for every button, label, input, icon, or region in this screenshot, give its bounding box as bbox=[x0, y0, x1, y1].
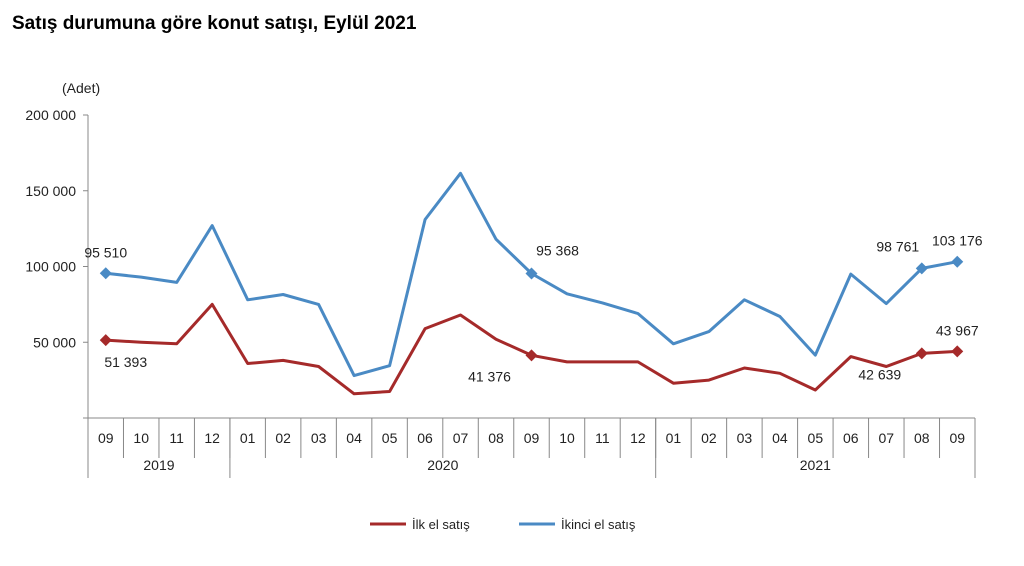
x-tick-label: 10 bbox=[133, 430, 149, 446]
data-marker bbox=[915, 262, 928, 275]
x-tick-label: 02 bbox=[701, 430, 717, 446]
x-tick-label: 10 bbox=[559, 430, 575, 446]
x-tick-label: 03 bbox=[311, 430, 327, 446]
series-line bbox=[104, 302, 959, 396]
data-marker bbox=[525, 349, 538, 362]
legend-entry: İkinci el satış bbox=[561, 517, 636, 532]
data-label: 42 639 bbox=[858, 366, 901, 382]
x-tick-label: 09 bbox=[98, 430, 114, 446]
x-tick-label: 02 bbox=[275, 430, 291, 446]
legend: İlk el satış İkinci el satış bbox=[370, 517, 636, 532]
y-tick-label: 150 000 bbox=[25, 183, 76, 199]
y-tick-label: 50 000 bbox=[33, 334, 76, 350]
x-tick-label: 04 bbox=[772, 430, 788, 446]
legend-entry: İlk el satış bbox=[412, 517, 470, 532]
data-marker bbox=[915, 347, 928, 360]
data-label: 103 176 bbox=[932, 233, 983, 249]
x-tick-label: 01 bbox=[240, 430, 256, 446]
x-tick-label: 03 bbox=[737, 430, 753, 446]
x-tick-label: 04 bbox=[346, 430, 362, 446]
x-tick-label: 09 bbox=[524, 430, 540, 446]
x-tick-label: 05 bbox=[382, 430, 398, 446]
data-label: 98 761 bbox=[876, 238, 919, 254]
x-tick-label: 07 bbox=[879, 430, 895, 446]
x-tick-label: 08 bbox=[488, 430, 504, 446]
data-marker bbox=[99, 267, 112, 280]
y-axis-label: (Adet) bbox=[62, 80, 100, 96]
year-label: 2020 bbox=[427, 457, 458, 473]
year-label: 2021 bbox=[800, 457, 831, 473]
y-tick-label: 200 000 bbox=[25, 107, 76, 123]
data-label: 41 376 bbox=[468, 368, 511, 384]
data-marker bbox=[99, 334, 112, 347]
x-tick-label: 01 bbox=[666, 430, 682, 446]
x-tick-label: 12 bbox=[630, 430, 646, 446]
data-label: 95 368 bbox=[536, 243, 579, 259]
x-tick-label: 08 bbox=[914, 430, 930, 446]
x-tick-label: 12 bbox=[204, 430, 220, 446]
y-tick-label: 100 000 bbox=[25, 259, 76, 275]
labels-layer: 51 393 41 376 42 639 43 967 95 510 95 368 98 7… bbox=[84, 233, 982, 385]
series-layer bbox=[99, 171, 964, 396]
x-tick-label: 06 bbox=[417, 430, 433, 446]
x-tick-label: 05 bbox=[808, 430, 824, 446]
data-label: 51 393 bbox=[104, 354, 147, 370]
data-marker bbox=[951, 345, 964, 358]
x-tick-label: 11 bbox=[595, 430, 610, 446]
x-tick-label: 09 bbox=[949, 430, 965, 446]
data-marker bbox=[525, 267, 538, 280]
data-label: 95 510 bbox=[84, 244, 127, 260]
x-tick-label: 06 bbox=[843, 430, 859, 446]
data-marker bbox=[951, 255, 964, 268]
axes: 50 000 100 000 150 000 200 000 (Adet) 09 10 11 1… bbox=[25, 80, 976, 478]
x-tick-label: 07 bbox=[453, 430, 469, 446]
data-label: 43 967 bbox=[936, 322, 979, 338]
year-label: 2019 bbox=[143, 457, 174, 473]
chart-title: Satış durumuna göre konut satışı, Eylül … bbox=[12, 13, 417, 34]
x-tick-label: 11 bbox=[169, 430, 184, 446]
